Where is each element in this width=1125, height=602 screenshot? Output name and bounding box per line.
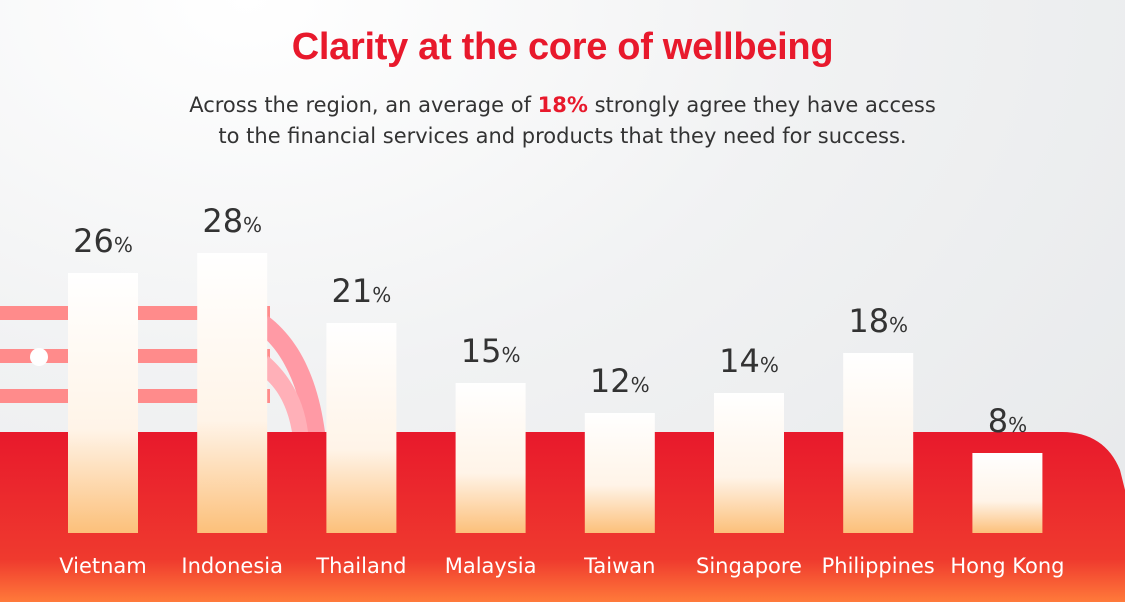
- data-label: 18%: [848, 302, 908, 340]
- data-label-value: 18: [848, 302, 889, 340]
- bars-group: 26% Vietnam 28% Indonesia 21% Thailand 15% Mala…: [59, 202, 1064, 578]
- ribbon-dot: [30, 348, 48, 366]
- subtitle-text-post: strongly agree they have access: [587, 93, 936, 117]
- subtitle-line-1: Across the region, an average of 18% str…: [0, 90, 1125, 121]
- category-label: Hong Kong: [950, 554, 1064, 578]
- category-label: Indonesia: [181, 554, 283, 578]
- data-label-unit: %: [243, 213, 262, 237]
- bar-vietnam: [68, 273, 138, 533]
- data-label-value: 8: [988, 402, 1008, 440]
- data-label: 26%: [73, 222, 133, 260]
- data-label-unit: %: [501, 343, 520, 367]
- data-label: 21%: [332, 272, 392, 310]
- bar-hong-kong: [972, 453, 1043, 533]
- subtitle-highlight: 18%: [537, 93, 588, 117]
- data-label: 12%: [590, 362, 650, 400]
- bar-indonesia: [197, 253, 268, 533]
- category-label: Philippines: [822, 554, 935, 578]
- bar-thailand: [326, 323, 397, 533]
- chart-title: Clarity at the core of wellbeing: [291, 26, 834, 68]
- data-label-value: 14: [719, 342, 760, 380]
- data-label-unit: %: [1008, 413, 1027, 437]
- data-label-value: 28: [202, 202, 243, 240]
- data-label: 15%: [461, 332, 521, 370]
- bar-taiwan: [584, 413, 655, 533]
- subtitle-text-pre: Across the region, an average of: [189, 93, 538, 117]
- data-label-value: 21: [332, 272, 373, 310]
- category-label: Singapore: [696, 554, 802, 578]
- data-label-value: 12: [590, 362, 631, 400]
- data-label-unit: %: [631, 373, 650, 397]
- category-label: Thailand: [315, 554, 406, 578]
- category-label: Vietnam: [59, 554, 147, 578]
- data-label: 28%: [202, 202, 262, 240]
- data-label-value: 26: [73, 222, 114, 260]
- data-label: 14%: [719, 342, 779, 380]
- data-label-value: 15: [461, 332, 502, 370]
- subtitle-line-2: to the financial services and products t…: [218, 124, 907, 148]
- data-label-unit: %: [372, 283, 391, 307]
- data-label-unit: %: [760, 353, 779, 377]
- bar-philippines: [843, 353, 914, 533]
- bar-malaysia: [455, 383, 526, 533]
- chart-subtitle: Across the region, an average of 18% str…: [0, 90, 1125, 152]
- data-label-unit: %: [889, 313, 908, 337]
- data-label: 8%: [988, 402, 1027, 440]
- category-label: Taiwan: [583, 554, 655, 578]
- category-label: Malaysia: [445, 554, 537, 578]
- data-label-unit: %: [114, 233, 133, 257]
- bar-singapore: [714, 393, 784, 533]
